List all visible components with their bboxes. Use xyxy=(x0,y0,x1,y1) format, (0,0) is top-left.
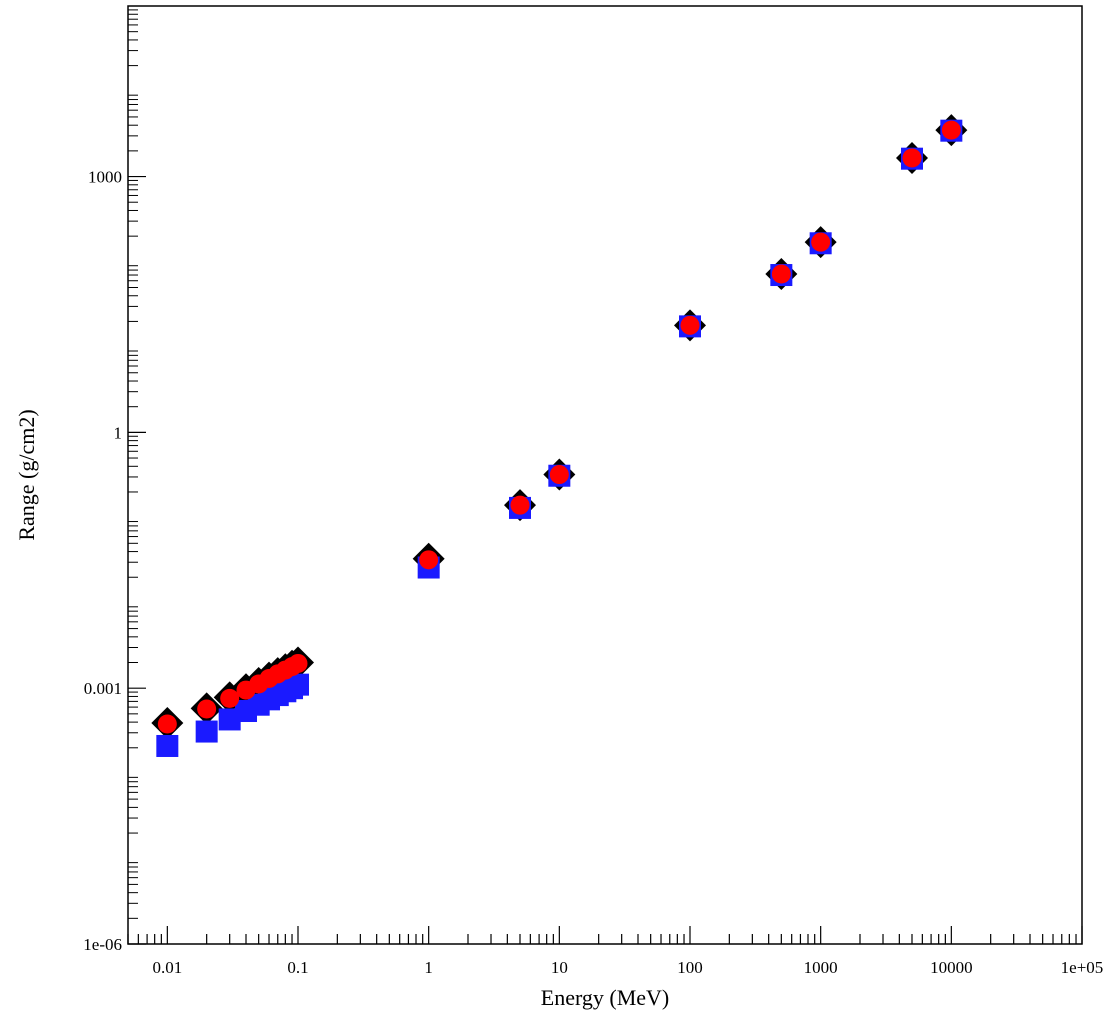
x-tick-label: 1000 xyxy=(804,958,838,977)
y-tick-label: 1000 xyxy=(88,168,122,187)
circle-marker xyxy=(288,653,308,673)
axis-ticks xyxy=(127,9,1083,945)
circle-marker xyxy=(197,699,217,719)
circle-marker xyxy=(157,714,177,734)
x-tick-label: 1e+05 xyxy=(1061,958,1104,977)
axis-tick-labels: 0.01 0.1 1 10 100 1000 10000 1e+05 1e-06 0.001 1 10… xyxy=(83,168,1103,977)
circle-marker xyxy=(510,495,530,515)
x-tick-label: 10000 xyxy=(930,958,973,977)
circle-marker xyxy=(771,264,791,284)
y-axis-title: Range (g/cm2) xyxy=(14,409,39,540)
square-marker xyxy=(287,673,310,696)
x-tick-label: 0.1 xyxy=(287,958,308,977)
x-tick-label: 100 xyxy=(677,958,703,977)
square-marker xyxy=(195,720,218,743)
data-points xyxy=(151,114,968,757)
plot-frame xyxy=(127,5,1083,945)
y-tick-label: 1e-06 xyxy=(83,935,122,954)
circle-marker xyxy=(680,315,700,335)
square-marker xyxy=(156,734,179,757)
y-tick-label: 0.001 xyxy=(84,679,122,698)
x-tick-label: 1 xyxy=(424,958,433,977)
y-tick-label: 1 xyxy=(114,423,123,442)
circle-marker xyxy=(811,232,831,252)
circle-marker xyxy=(902,148,922,168)
circle-marker xyxy=(220,688,240,708)
circle-marker xyxy=(549,465,569,485)
x-tick-label: 10 xyxy=(551,958,568,977)
circle-marker xyxy=(419,550,439,570)
x-tick-label: 0.01 xyxy=(152,958,182,977)
x-axis-title: Energy (MeV) xyxy=(541,985,670,1010)
circle-marker xyxy=(941,120,961,140)
